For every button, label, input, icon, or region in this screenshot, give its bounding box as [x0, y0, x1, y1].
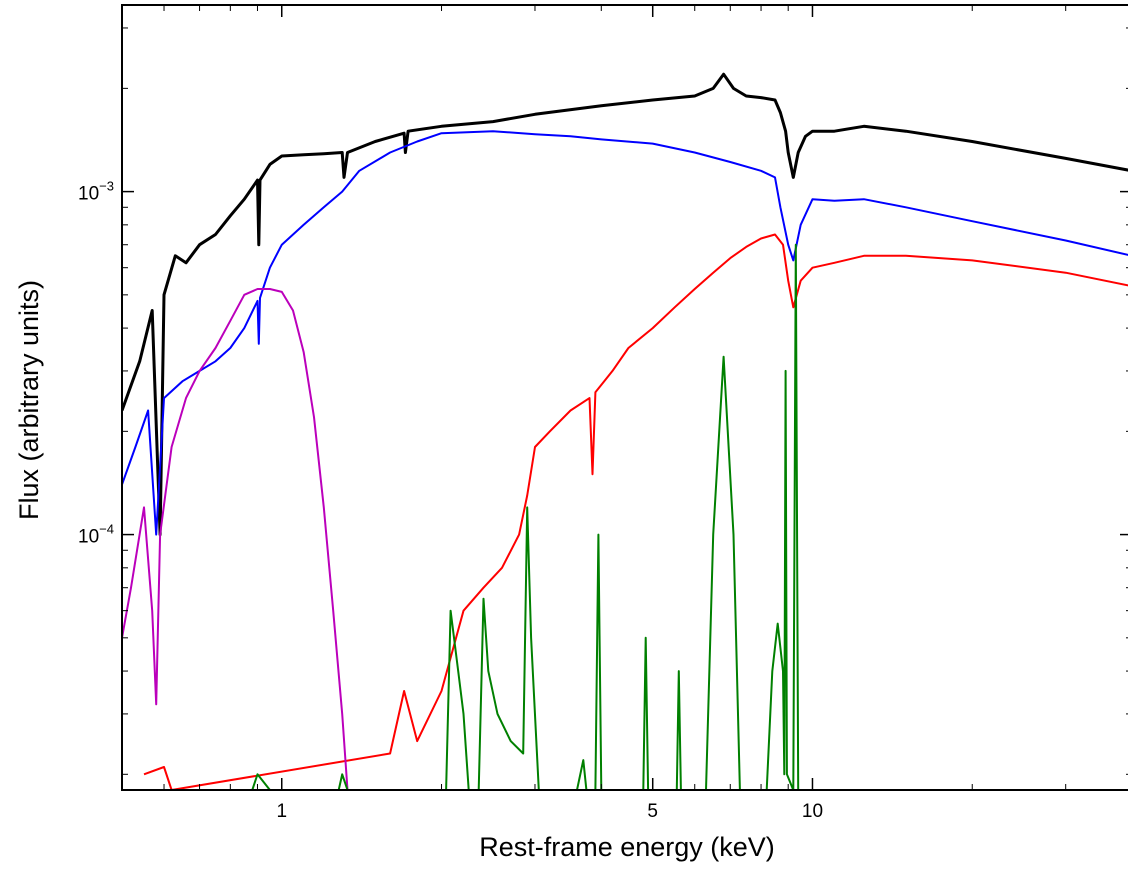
plot-frame [121, 4, 1128, 791]
y-tick-label: 10−4 [78, 522, 114, 548]
x-tick-label: 1 [276, 801, 287, 822]
x-tick-label: 10 [802, 801, 823, 822]
series-layer [122, 72, 1128, 790]
y-axis-title: Flux (arbitrary units) [14, 280, 44, 520]
series-line-2 [122, 130, 1128, 536]
series-line-3 [143, 233, 1128, 790]
y-tick-label: 10−3 [78, 179, 114, 205]
x-tick-label: 5 [647, 801, 658, 822]
series-line-4 [122, 288, 349, 790]
tick-layer: 1 5 10 10−3 10−4 [78, 5, 1128, 822]
series-line-5 [251, 243, 800, 790]
x-axis-title: Rest-frame energy (keV) [479, 832, 775, 862]
series-line-1 [122, 72, 1128, 537]
